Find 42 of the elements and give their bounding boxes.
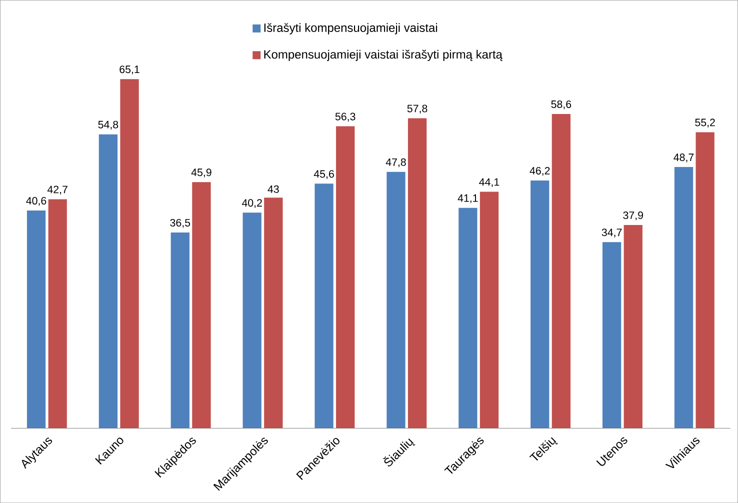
bar xyxy=(242,212,262,428)
data-label: 46,2 xyxy=(530,166,550,176)
bar xyxy=(26,210,46,428)
data-label: 45,9 xyxy=(191,168,212,178)
data-label: 55,2 xyxy=(695,118,715,128)
data-label: 44,1 xyxy=(479,178,500,187)
bar xyxy=(458,208,478,428)
data-label: 43 xyxy=(268,185,279,193)
data-label: 37,9 xyxy=(623,211,643,220)
data-label: 47,8 xyxy=(386,158,406,168)
data-label: 36,5 xyxy=(170,218,190,228)
data-label: 57,8 xyxy=(407,104,428,114)
bar xyxy=(408,118,427,428)
bar xyxy=(696,132,714,428)
data-label: 41,1 xyxy=(458,194,478,204)
bar xyxy=(530,180,550,428)
data-label: 54,8 xyxy=(98,120,118,130)
legend-label: Išrašyti kompensuojamieji vaistai xyxy=(264,23,438,34)
data-label: 34,7 xyxy=(602,228,622,238)
bar xyxy=(48,199,67,428)
data-label: 45,6 xyxy=(314,170,334,179)
data-label: 40,6 xyxy=(26,196,46,206)
bar xyxy=(192,182,211,428)
data-label: 48,7 xyxy=(674,153,694,162)
bar xyxy=(480,192,499,428)
bar xyxy=(552,114,571,428)
bar xyxy=(98,134,118,428)
bar xyxy=(314,184,334,428)
bar xyxy=(336,126,355,428)
bar xyxy=(120,79,139,428)
legend-label: Kompensuojamieji vaistai išrašyti pirmą kartą xyxy=(264,50,502,61)
data-label: 65,1 xyxy=(120,66,140,74)
data-label: 56,3 xyxy=(335,112,356,122)
bar xyxy=(624,224,642,428)
bar xyxy=(602,242,622,428)
bar xyxy=(386,172,406,428)
bar xyxy=(264,198,283,428)
bar xyxy=(674,166,694,428)
bar xyxy=(170,232,190,428)
data-label: 58,6 xyxy=(551,100,572,110)
data-label: 40,2 xyxy=(242,199,262,208)
data-label: 42,7 xyxy=(47,186,68,194)
